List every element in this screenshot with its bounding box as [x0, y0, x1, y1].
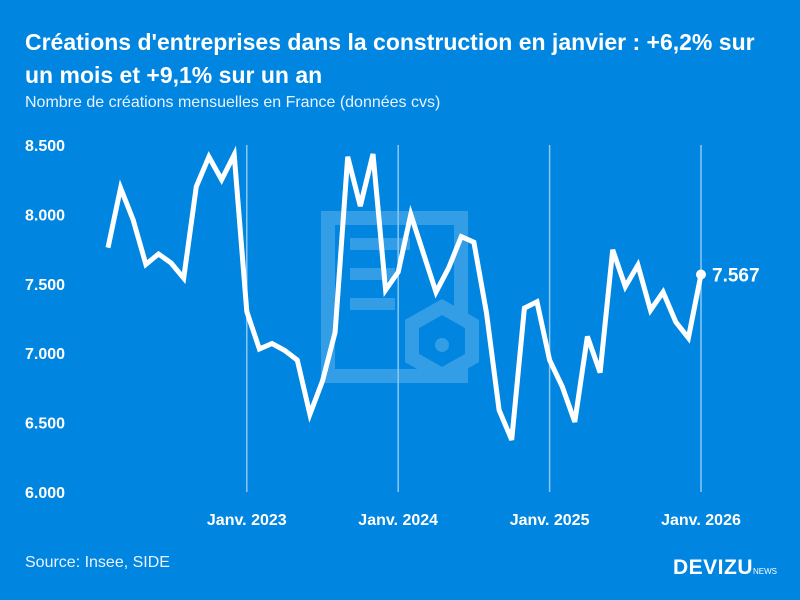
y-tick-label: 6.500 — [25, 416, 65, 433]
y-tick-label: 7.500 — [25, 277, 65, 294]
last-value-marker — [696, 269, 706, 280]
watermark-icon — [321, 211, 479, 384]
series-line — [105, 145, 704, 441]
y-tick-label: 6.000 — [25, 485, 65, 502]
x-tick-label: Janv. 2024 — [358, 512, 438, 529]
y-tick-label: 8.000 — [25, 207, 65, 224]
x-tick-label: Janv. 2026 — [661, 512, 741, 529]
y-tick-label: 8.500 — [25, 138, 65, 155]
x-tick-label: Janv. 2025 — [510, 512, 590, 529]
devizu-logo: DEVIZUNEWS — [673, 556, 777, 580]
source-note: Source: Insee, SIDE — [25, 554, 170, 571]
chart-title: Créations d'entreprises dans la construc… — [25, 29, 755, 88]
chart-subtitle: Nombre de créations mensuelles en France… — [25, 94, 441, 111]
x-tick-label: Janv. 2023 — [207, 512, 287, 529]
y-tick-label: 7.000 — [25, 346, 65, 363]
logo-text: DEVIZU — [673, 556, 754, 579]
logo-suffix: NEWS — [753, 567, 778, 576]
last-value-label: 7.567 — [712, 266, 760, 287]
